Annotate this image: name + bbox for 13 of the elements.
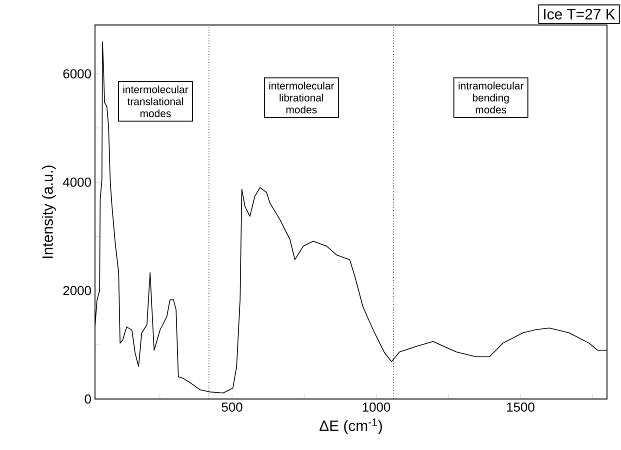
y-tick-label: 0 [84,394,91,404]
y-tick-label: 6000 [63,69,91,78]
x-tick-label: 1500 [507,402,534,412]
annotation: intermolecular librational modes [269,82,334,114]
x-tick-label: 500 [222,402,242,412]
x-tick-label: 1000 [362,402,390,412]
y-axis-title: Intensity (a.u.) [42,166,56,258]
x-axis-title: ΔE (cm$^{-1}$) [320,418,382,434]
y-tick-label: 4000 [62,178,91,187]
text: Ice T=27 K [544,8,616,20]
y-tick-label: 2000 [63,286,91,296]
annotation: intramolecular bending modes [458,82,524,114]
annotation: intermolecular translational modes [123,86,188,118]
